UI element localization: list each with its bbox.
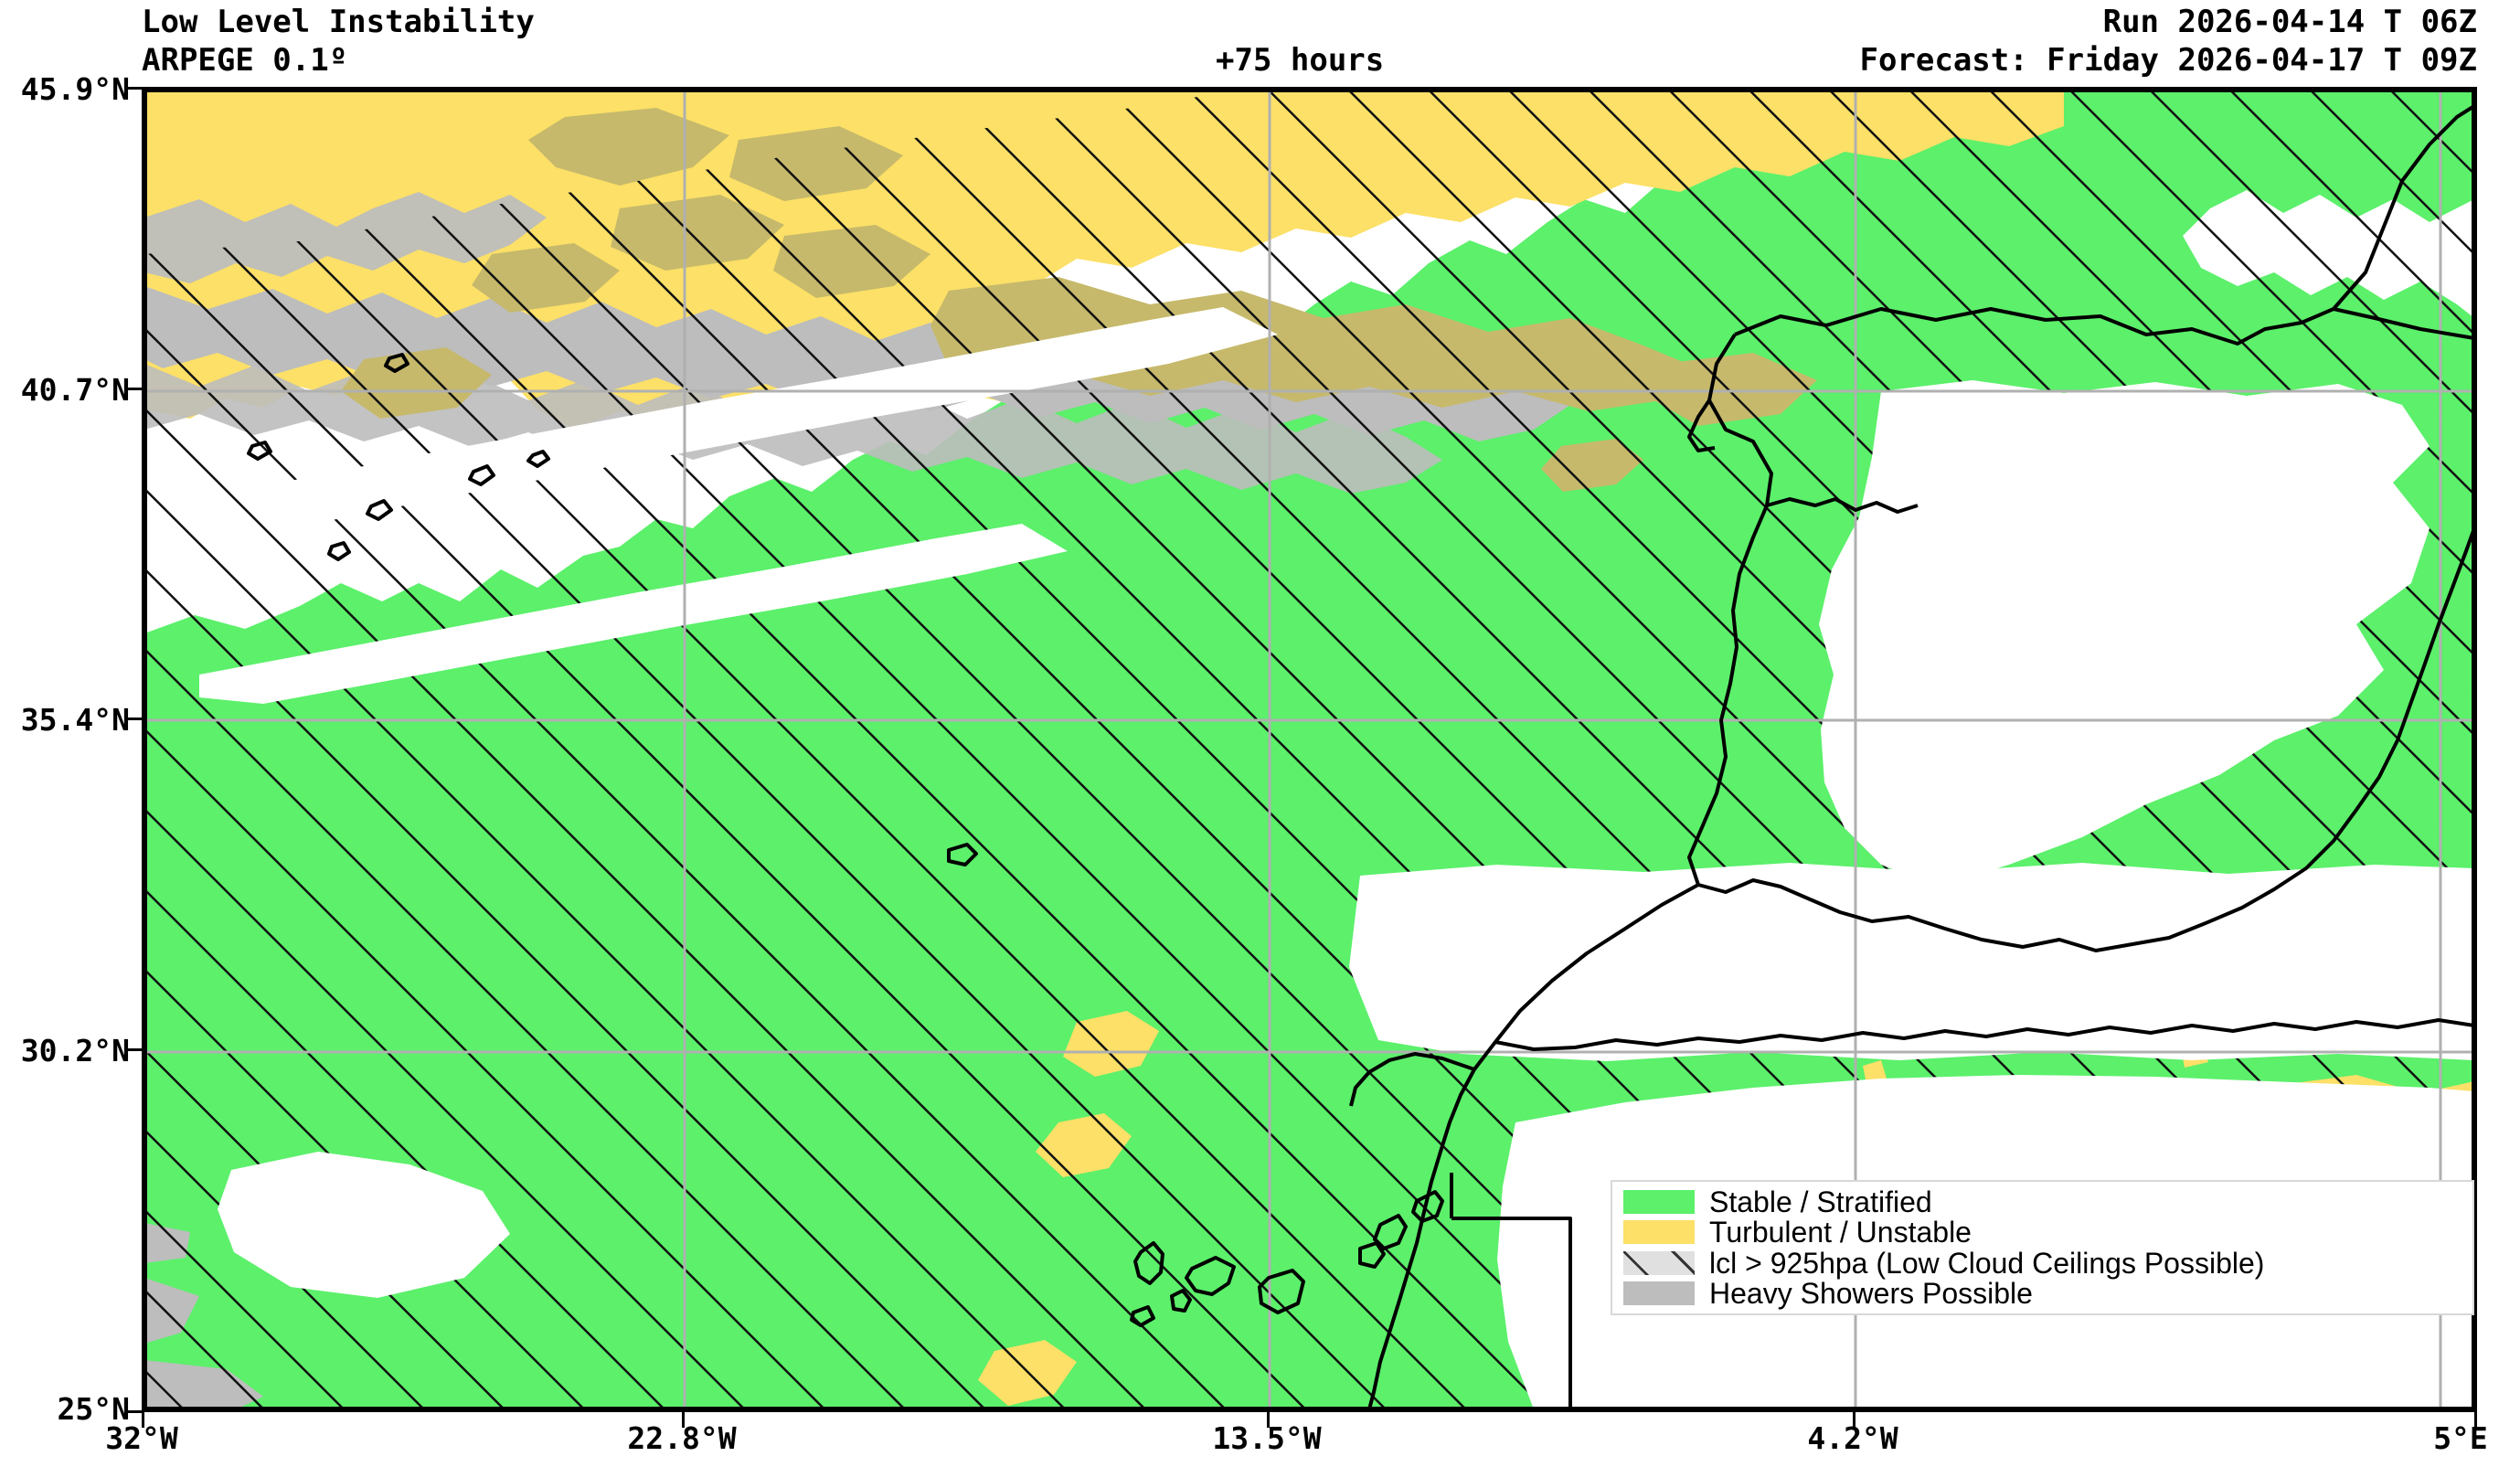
y-tick-mark-0: [128, 87, 144, 90]
y-tick-label-2: 35.4°N: [20, 702, 130, 738]
y-tick-mark-1: [128, 388, 144, 390]
legend-label-stable: Stable / Stratified: [1709, 1185, 1932, 1218]
canary-islands: [1130, 1190, 1444, 1327]
legend-swatch-hatch: [1623, 1250, 1695, 1275]
x-tick-label-4: 5°E: [2433, 1420, 2488, 1456]
y-tick-mark-2: [128, 718, 144, 720]
run-time-label: Run 2026-04-14 T 06Z: [2102, 4, 2477, 40]
legend-item-lcl[interactable]: lcl > 925hpa (Low Cloud Ceilings Possibl…: [1623, 1249, 2463, 1278]
legend-item-stable[interactable]: Stable / Stratified: [1623, 1187, 2463, 1217]
legend-swatch-green: [1623, 1190, 1695, 1214]
africa-coastline: [1349, 883, 2474, 1409]
model-label: ARPEGE 0.1º: [142, 42, 348, 79]
y-tick-label-1: 40.7°N: [20, 372, 130, 408]
y-tick-label-4: 25°N: [57, 1391, 130, 1427]
y-tick-mark-3: [128, 1048, 144, 1051]
page-title: Low Level Instability: [142, 4, 535, 40]
x-tick-label-0: 32°W: [105, 1420, 178, 1456]
legend-item-unstable[interactable]: Turbulent / Unstable: [1623, 1217, 2463, 1247]
legend-label-showers: Heavy Showers Possible: [1709, 1276, 2033, 1310]
y-tick-label-3: 30.2°N: [20, 1033, 130, 1068]
legend-item-showers[interactable]: Heavy Showers Possible: [1623, 1279, 2463, 1308]
legend-swatch-yellow: [1623, 1220, 1695, 1245]
map-legend[interactable]: Stable / Stratified Turbulent / Unstable…: [1611, 1180, 2474, 1315]
y-tick-label-0: 45.9°N: [20, 71, 130, 107]
x-tick-mark-4: [2474, 1412, 2477, 1428]
forecast-time-label: Forecast: Friday 2026-04-17 T 09Z: [1859, 42, 2477, 79]
chart-header: Low Level Instability ARPEGE 0.1º +75 ho…: [0, 0, 2520, 87]
legend-label-lcl: lcl > 925hpa (Low Cloud Ceilings Possibl…: [1709, 1246, 2265, 1280]
atlantic-islands: [247, 353, 978, 866]
x-tick-mark-0: [142, 1412, 144, 1428]
x-tick-mark-1: [682, 1412, 685, 1428]
y-tick-mark-4: [128, 1410, 144, 1413]
coastlines: [1687, 104, 2474, 952]
x-tick-mark-3: [1853, 1412, 1855, 1428]
legend-swatch-gray: [1623, 1281, 1695, 1305]
lead-time-label: +75 hours: [1216, 42, 1385, 79]
legend-label-unstable: Turbulent / Unstable: [1709, 1216, 1972, 1249]
x-tick-mark-2: [1267, 1412, 1270, 1428]
